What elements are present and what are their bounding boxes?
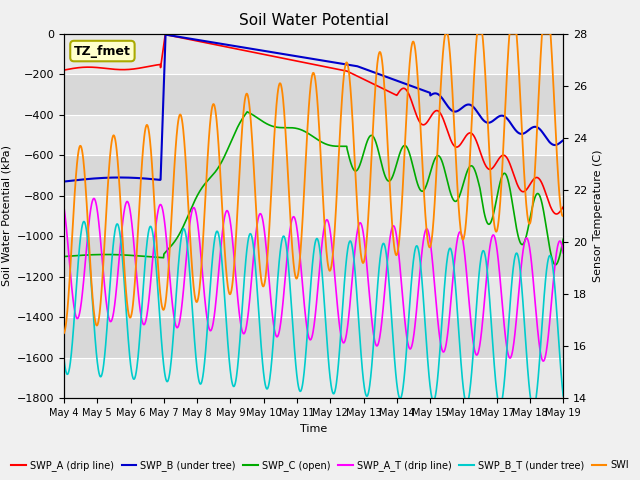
Bar [64,74,563,115]
X-axis label: Time: Time [300,424,327,433]
Bar [64,155,563,196]
Bar [64,196,563,236]
Title: Soil Water Potential: Soil Water Potential [239,13,388,28]
Text: TZ_fmet: TZ_fmet [74,45,131,58]
Y-axis label: Sensor Temperature (C): Sensor Temperature (C) [593,150,603,282]
Bar [64,34,563,74]
Bar [64,277,563,317]
Bar [64,358,563,398]
Bar [64,236,563,277]
Bar [64,317,563,358]
Legend: SWP_A (drip line), SWP_B (under tree), SWP_C (open), SWP_A_T (drip line), SWP_B_: SWP_A (drip line), SWP_B (under tree), S… [8,456,632,475]
Y-axis label: Soil Water Potential (kPa): Soil Water Potential (kPa) [1,145,12,287]
Bar [64,115,563,155]
